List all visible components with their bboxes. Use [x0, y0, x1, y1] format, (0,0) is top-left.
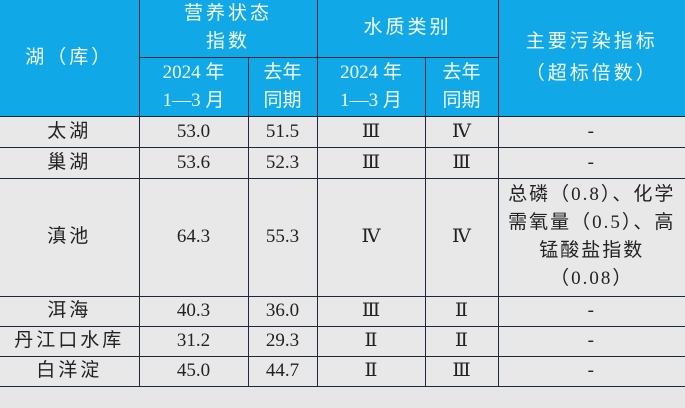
header-tsi-2024: 2024 年 1—3 月	[138, 56, 249, 117]
header-trophic-index: 营养状态 指数	[138, 0, 318, 58]
cell-tsi-last: 52.3	[247, 146, 318, 179]
cell-pollutants: -	[497, 115, 685, 148]
cell-lake: 白洋淀	[0, 355, 140, 387]
table-row: 巢湖 53.6 52.3 Ⅲ Ⅲ -	[0, 146, 685, 179]
cell-class-last: Ⅲ	[424, 355, 499, 387]
header-pollutants: 主要污染指标 （超标倍数）	[497, 0, 685, 117]
cell-class-2024: Ⅲ	[316, 146, 426, 179]
cell-lake: 太湖	[0, 115, 140, 148]
header-class-last: 去年 同期	[424, 56, 499, 117]
cell-tsi-last: 29.3	[247, 325, 318, 357]
cell-tsi-2024: 53.6	[138, 146, 249, 179]
table-row: 滇池 64.3 55.3 Ⅳ Ⅳ 总磷（0.8）、化学需氧量（0.5）、高锰酸盐指数（0.…	[0, 177, 685, 297]
cell-pollutants: -	[497, 355, 685, 387]
cell-class-last: Ⅳ	[424, 115, 499, 148]
cell-lake: 滇池	[0, 177, 140, 297]
cell-pollutants: -	[497, 325, 685, 357]
cell-class-last: Ⅱ	[424, 325, 499, 357]
cell-tsi-2024: 40.3	[138, 295, 249, 327]
header-lake: 湖（库）	[0, 0, 140, 117]
cell-lake: 巢湖	[0, 146, 140, 179]
cell-pollutants: -	[497, 146, 685, 179]
cell-tsi-last: 36.0	[247, 295, 318, 327]
cell-class-2024: Ⅱ	[316, 325, 426, 357]
header-tsi-last: 去年 同期	[247, 56, 318, 117]
cell-tsi-2024: 64.3	[138, 177, 249, 297]
header-water-class: 水质类别	[316, 0, 499, 58]
cell-class-2024: Ⅳ	[316, 177, 426, 297]
cell-pollutants: -	[497, 295, 685, 327]
table-row: 太湖 53.0 51.5 Ⅲ Ⅳ -	[0, 115, 685, 148]
table-row: 白洋淀 45.0 44.7 Ⅱ Ⅲ -	[0, 355, 685, 387]
cell-class-2024: Ⅲ	[316, 115, 426, 148]
cell-lake: 洱海	[0, 295, 140, 327]
table-row: 洱海 40.3 36.0 Ⅲ Ⅱ -	[0, 295, 685, 327]
cell-tsi-2024: 45.0	[138, 355, 249, 387]
header-class-2024: 2024 年 1—3 月	[316, 56, 426, 117]
cell-tsi-last: 51.5	[247, 115, 318, 148]
cell-class-2024: Ⅱ	[316, 355, 426, 387]
cell-class-2024: Ⅲ	[316, 295, 426, 327]
cell-tsi-2024: 53.0	[138, 115, 249, 148]
cell-tsi-last: 44.7	[247, 355, 318, 387]
cell-tsi-last: 55.3	[247, 177, 318, 297]
cell-tsi-2024: 31.2	[138, 325, 249, 357]
cell-class-last: Ⅳ	[424, 177, 499, 297]
cell-lake: 丹江口水库	[0, 325, 140, 357]
cell-class-last: Ⅲ	[424, 146, 499, 179]
table-row: 丹江口水库 31.2 29.3 Ⅱ Ⅱ -	[0, 325, 685, 357]
cell-pollutants: 总磷（0.8）、化学需氧量（0.5）、高锰酸盐指数（0.08）	[497, 177, 685, 297]
cell-class-last: Ⅱ	[424, 295, 499, 327]
water-quality-table: 湖（库） 营养状态 指数 水质类别 主要污染指标 （超标倍数） 2024 年 1…	[0, 0, 685, 387]
